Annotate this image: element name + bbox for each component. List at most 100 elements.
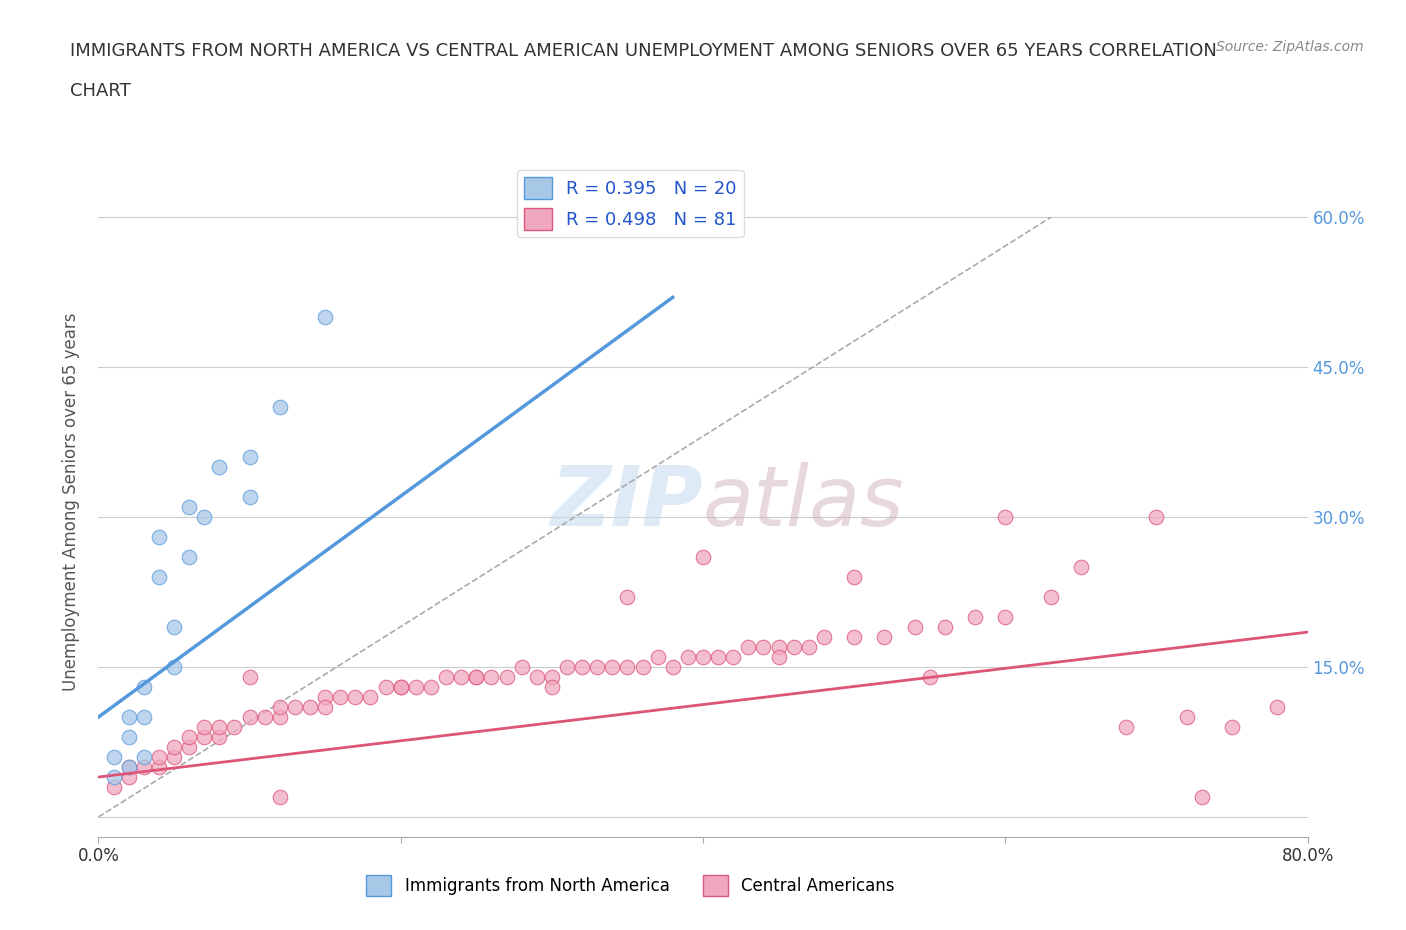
Text: CHART: CHART (70, 82, 131, 100)
Point (465, 670, 488, 684)
Point (1144, 510, 1167, 525)
Point (163, 619, 186, 634)
Point (374, 680, 396, 695)
Legend: Immigrants from North America, Central Americans: Immigrants from North America, Central A… (360, 869, 901, 902)
Point (676, 650, 699, 665)
Point (813, 630, 835, 644)
Point (768, 650, 790, 665)
Point (179, 739, 201, 754)
Point (844, 630, 866, 644)
Point (118, 710, 141, 724)
Point (239, 670, 262, 684)
Point (586, 659, 609, 674)
Point (873, 630, 896, 644)
Point (269, 400, 291, 415)
Point (797, 640, 820, 655)
Point (208, 459, 231, 474)
Point (193, 510, 215, 525)
Point (1191, 790, 1213, 804)
Point (269, 710, 291, 724)
Point (103, 779, 125, 794)
Point (314, 310, 336, 325)
Point (224, 720, 246, 735)
Point (239, 490, 262, 505)
Point (360, 690, 382, 705)
Point (481, 670, 503, 684)
Point (132, 710, 155, 724)
Point (193, 720, 215, 735)
Point (148, 530, 170, 545)
Point (555, 659, 578, 674)
Point (389, 680, 412, 695)
Y-axis label: Unemployment Among Seniors over 65 years: Unemployment Among Seniors over 65 years (62, 313, 80, 691)
Point (132, 750, 155, 764)
Point (994, 510, 1017, 525)
Point (284, 699, 307, 714)
Point (723, 650, 745, 665)
Point (965, 610, 987, 625)
Point (737, 640, 759, 655)
Point (783, 640, 806, 655)
Point (314, 690, 336, 705)
Point (752, 640, 775, 655)
Point (647, 650, 669, 665)
Point (1039, 590, 1062, 604)
Text: Source: ZipAtlas.com: Source: ZipAtlas.com (1216, 40, 1364, 54)
Point (148, 570, 170, 585)
Point (526, 670, 548, 684)
Point (692, 650, 714, 665)
Point (1115, 720, 1137, 735)
Point (269, 790, 291, 804)
Point (118, 770, 141, 785)
Point (163, 750, 186, 764)
Point (934, 619, 956, 634)
Point (193, 730, 215, 745)
Point (707, 650, 730, 665)
Text: atlas: atlas (703, 461, 904, 543)
Point (616, 659, 638, 674)
Point (918, 670, 941, 684)
Point (631, 659, 654, 674)
Point (329, 690, 352, 705)
Point (344, 690, 367, 705)
Point (904, 619, 927, 634)
Point (239, 450, 262, 465)
Point (299, 699, 322, 714)
Point (148, 760, 170, 775)
Point (434, 670, 457, 684)
Point (602, 659, 624, 674)
Point (510, 659, 533, 674)
Text: ZIP: ZIP (550, 461, 703, 543)
Point (103, 770, 125, 785)
Point (465, 670, 488, 684)
Point (1175, 710, 1198, 724)
Point (163, 739, 186, 754)
Point (132, 680, 155, 695)
Point (179, 550, 201, 565)
Point (616, 590, 638, 604)
Point (132, 760, 155, 775)
Point (118, 760, 141, 775)
Point (253, 710, 276, 724)
Point (389, 680, 412, 695)
Point (208, 720, 231, 735)
Point (148, 750, 170, 764)
Point (239, 710, 262, 724)
Point (179, 499, 201, 514)
Point (118, 730, 141, 745)
Point (103, 750, 125, 764)
Point (163, 659, 186, 674)
Point (540, 680, 562, 695)
Text: IMMIGRANTS FROM NORTH AMERICA VS CENTRAL AMERICAN UNEMPLOYMENT AMONG SENIORS OVE: IMMIGRANTS FROM NORTH AMERICA VS CENTRAL… (70, 42, 1218, 60)
Point (179, 730, 201, 745)
Point (420, 680, 443, 695)
Point (208, 730, 231, 745)
Point (450, 670, 472, 684)
Point (540, 670, 562, 684)
Point (571, 659, 593, 674)
Point (1267, 699, 1289, 714)
Point (314, 699, 336, 714)
Point (118, 760, 141, 775)
Point (692, 550, 714, 565)
Point (844, 570, 866, 585)
